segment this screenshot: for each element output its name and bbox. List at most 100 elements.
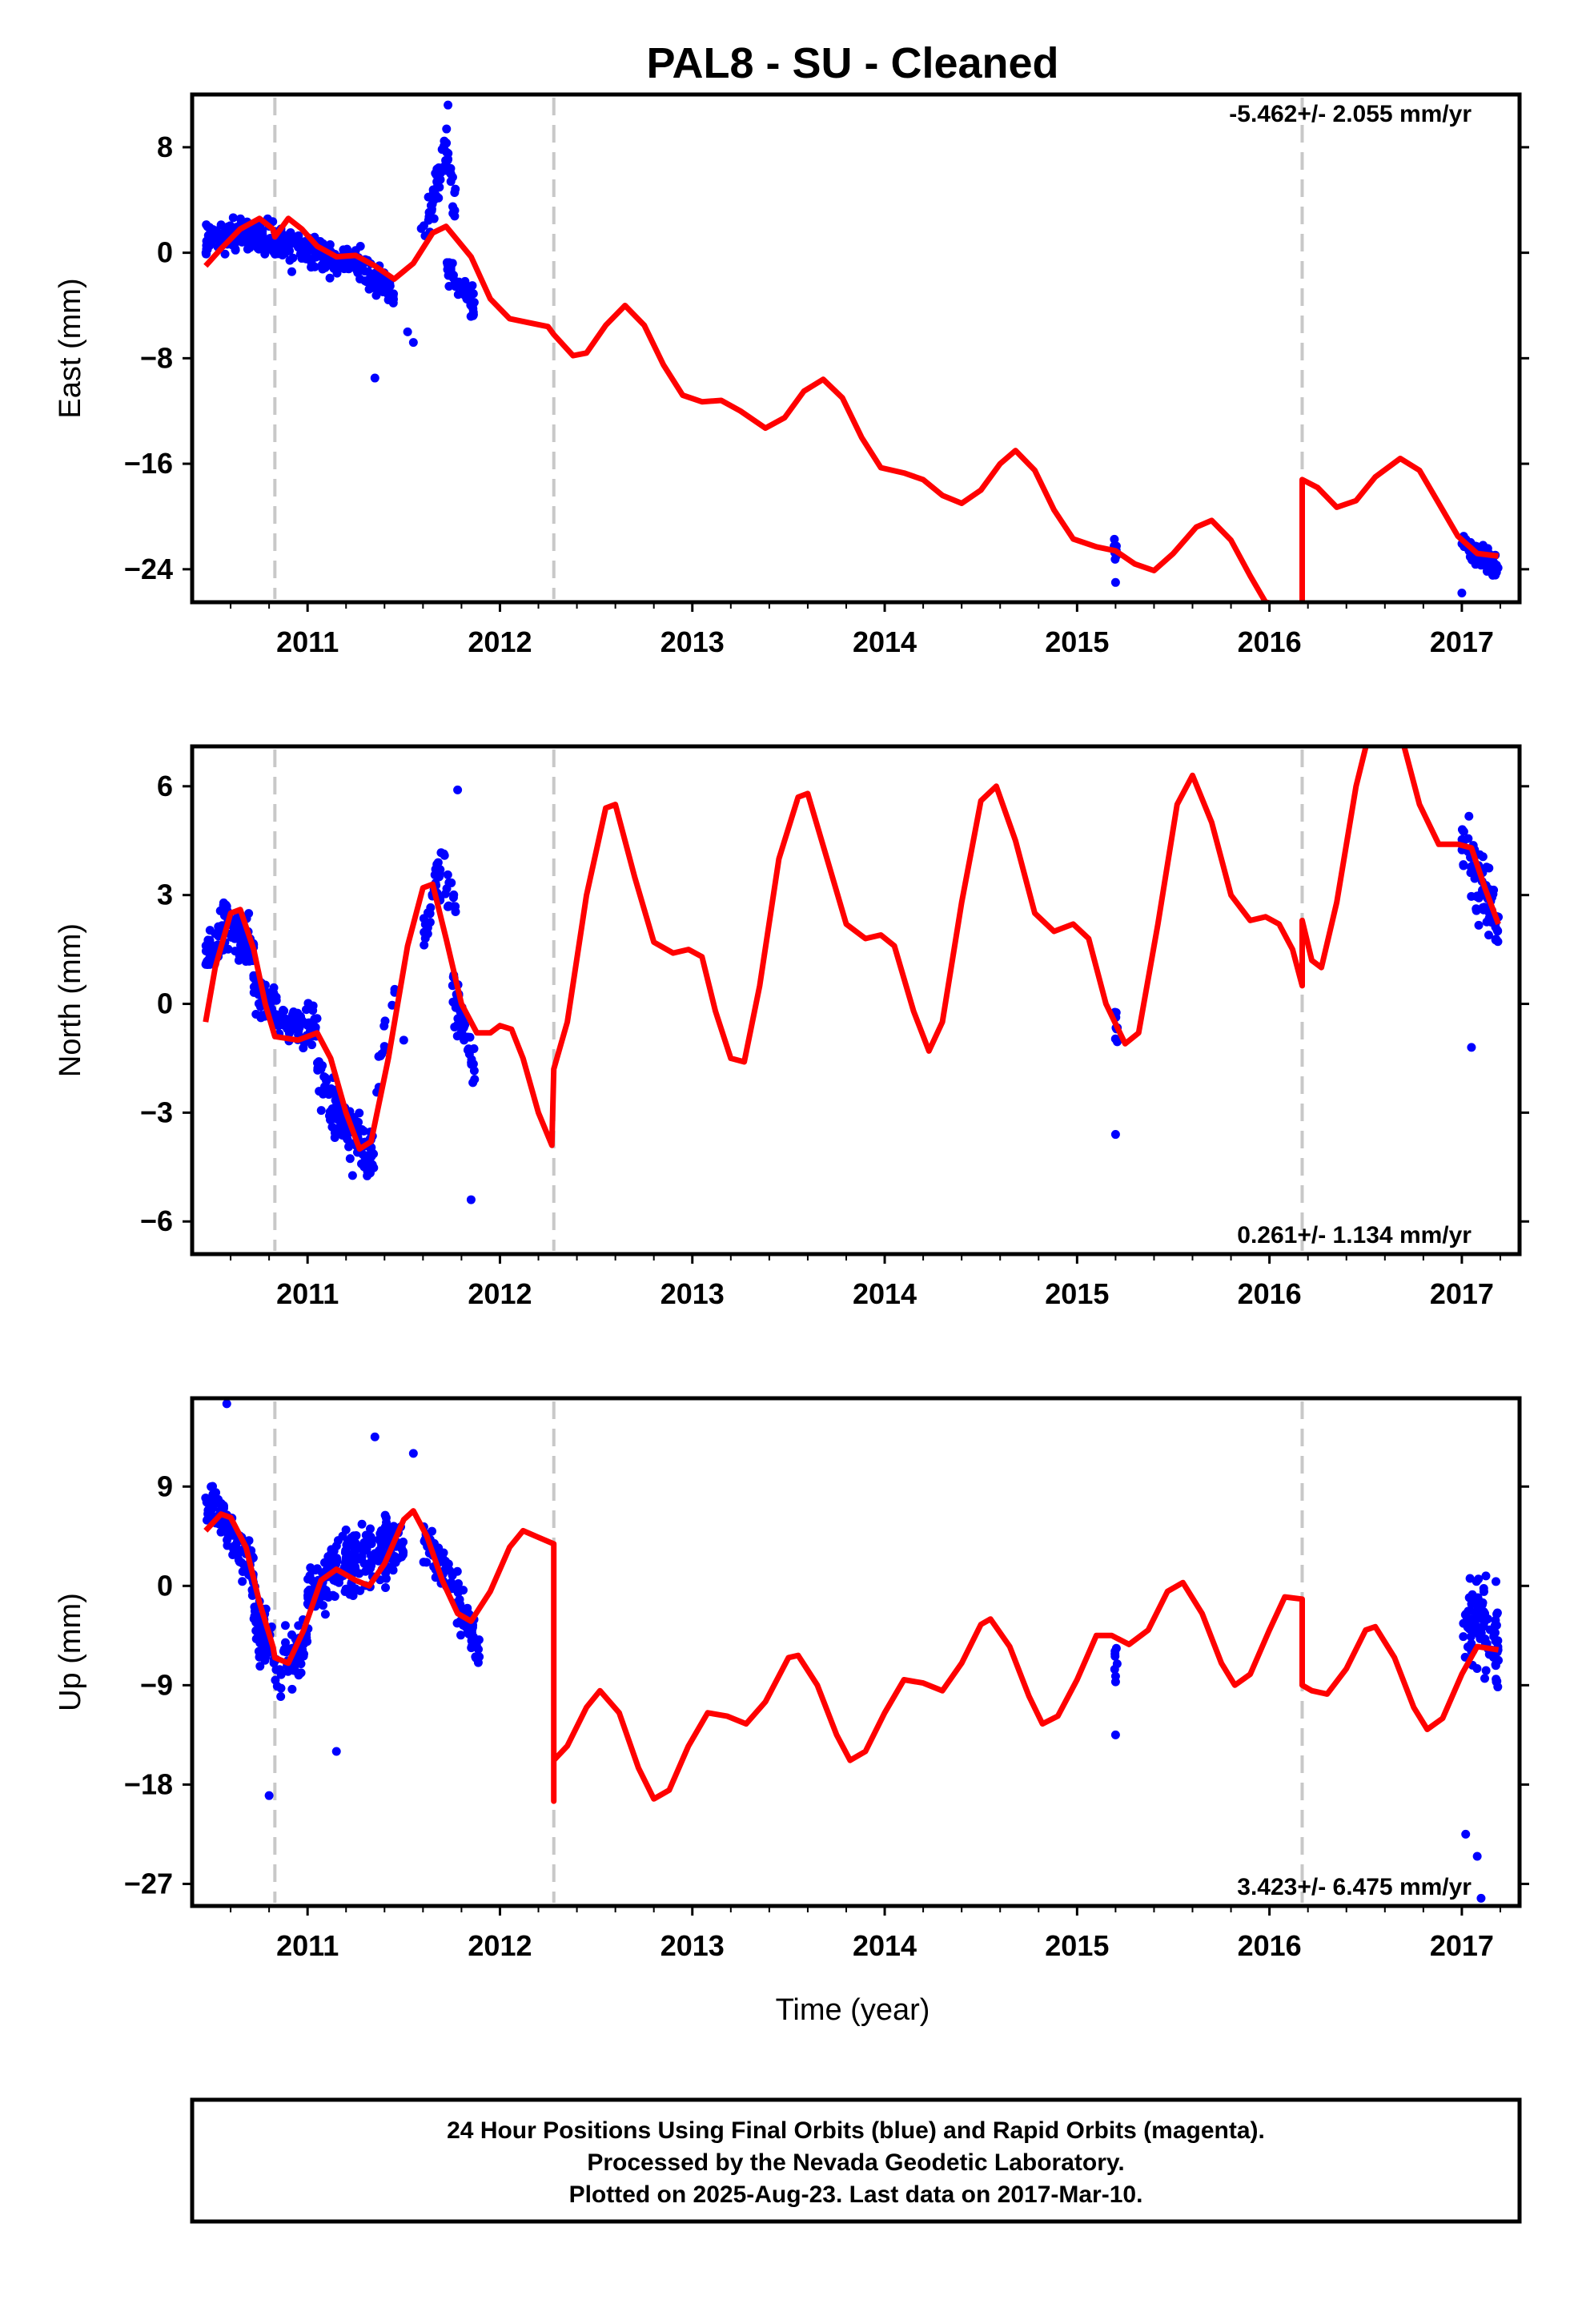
data-point: [383, 282, 393, 292]
panel-north-model-curve: [203, 746, 1501, 1152]
data-point: [255, 1662, 265, 1671]
data-point: [416, 223, 426, 233]
data-point: [211, 943, 220, 952]
data-point: [1476, 1597, 1485, 1606]
data-point: [1484, 931, 1493, 940]
data-point: [297, 237, 307, 247]
data-point: [366, 1557, 375, 1566]
x-tick-label: 2016: [1238, 1277, 1302, 1310]
data-point: [379, 1021, 389, 1031]
data-point: [473, 1658, 483, 1667]
data-point: [1110, 577, 1120, 587]
panel-east-data-points: [201, 100, 1503, 597]
data-point: [333, 1126, 343, 1136]
data-point: [320, 1610, 330, 1619]
data-point: [1492, 1608, 1502, 1618]
x-tick-label: 2017: [1430, 1929, 1494, 1962]
footer-box: [190, 2097, 1522, 2224]
data-point: [357, 1519, 367, 1529]
y-tick-label: −24: [124, 553, 173, 585]
data-point: [288, 1013, 298, 1023]
data-point: [287, 267, 296, 276]
data-point: [456, 1630, 466, 1640]
data-point: [260, 249, 270, 259]
data-point: [331, 1103, 340, 1112]
x-tick-label: 2011: [276, 625, 339, 658]
y-tick-label: 3: [157, 879, 173, 911]
data-point: [276, 1691, 286, 1701]
data-point: [450, 1022, 460, 1031]
data-point: [220, 249, 230, 259]
panel-up-model-curve: [203, 1508, 1500, 1804]
data-point: [285, 255, 295, 265]
data-point: [1467, 1043, 1476, 1052]
y-tick-label: 9: [157, 1470, 173, 1502]
data-point: [340, 258, 350, 267]
data-point: [271, 1675, 280, 1685]
data-point: [1493, 927, 1503, 936]
data-point: [389, 289, 399, 299]
data-point: [467, 1058, 476, 1068]
panel-east-y-axis-label: East (mm): [54, 278, 87, 418]
data-point: [289, 1666, 299, 1675]
data-point: [355, 1108, 364, 1118]
x-tick-label: 2012: [468, 1929, 532, 1962]
data-point: [1474, 893, 1484, 903]
footer-line-3: Plotted on 2025-Aug-23. Last data on 201…: [569, 2181, 1143, 2208]
data-point: [247, 233, 257, 243]
data-point: [253, 243, 263, 253]
x-tick-label: 2011: [276, 1929, 339, 1962]
data-point: [251, 1634, 261, 1643]
data-point: [464, 1629, 474, 1638]
data-point: [250, 1606, 259, 1616]
data-point: [432, 177, 442, 187]
data-point: [1110, 1651, 1120, 1661]
data-point: [331, 1747, 341, 1756]
data-point: [1457, 588, 1467, 597]
data-point: [319, 1072, 329, 1081]
data-point: [1110, 534, 1119, 544]
data-point: [435, 868, 444, 878]
data-point: [1476, 1628, 1486, 1638]
data-point: [319, 1601, 328, 1610]
data-point: [1461, 1829, 1471, 1839]
data-point: [1482, 917, 1492, 927]
data-point: [379, 1042, 389, 1051]
data-point: [325, 239, 335, 249]
data-point: [390, 984, 400, 994]
data-point: [287, 1684, 297, 1694]
data-point: [1458, 826, 1468, 835]
data-point: [1474, 920, 1484, 930]
data-point: [358, 1545, 367, 1554]
x-tick-label: 2013: [661, 1929, 725, 1962]
panel-up-y-axis-label: Up (mm): [54, 1593, 87, 1711]
data-point: [243, 244, 252, 254]
data-point: [365, 1524, 375, 1534]
data-point: [271, 992, 281, 1002]
data-point: [280, 1638, 290, 1647]
data-point: [1481, 1571, 1491, 1581]
data-point: [1110, 1730, 1120, 1739]
data-point: [325, 273, 335, 283]
data-point: [355, 1586, 365, 1595]
x-tick-label: 2014: [853, 1929, 917, 1962]
data-point: [449, 902, 459, 911]
data-point: [441, 1564, 451, 1574]
data-point: [469, 1066, 479, 1076]
data-point: [453, 1588, 463, 1598]
footer-line-2: Processed by the Nevada Geodetic Laborat…: [587, 2149, 1124, 2176]
data-point: [307, 1040, 317, 1050]
x-tick-label: 2013: [661, 625, 725, 658]
data-point: [303, 1590, 313, 1600]
data-point: [441, 166, 451, 175]
data-point: [256, 1013, 266, 1023]
panel-north-y-axis-label: North (mm): [54, 923, 87, 1077]
data-point: [432, 183, 441, 193]
data-point: [1459, 1632, 1468, 1642]
data-point: [440, 141, 449, 151]
data-point: [207, 951, 216, 960]
data-point: [214, 235, 223, 244]
x-tick-label: 2015: [1045, 1929, 1109, 1962]
data-point: [274, 1021, 283, 1031]
data-point: [216, 1501, 226, 1510]
